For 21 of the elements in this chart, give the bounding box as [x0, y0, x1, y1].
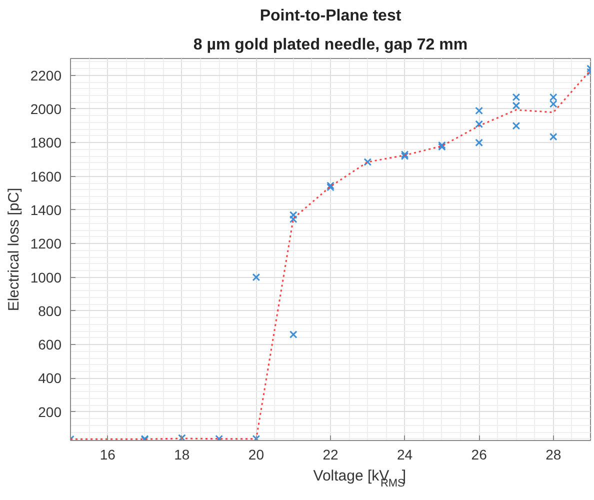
y-axis-title: Electrical loss [pC]	[5, 188, 22, 312]
x-tick-label: 26	[471, 446, 488, 462]
y-tick-label: 1800	[30, 134, 62, 151]
chart-subtitle: 8 µm gold plated needle, gap 72 mm	[193, 36, 468, 54]
y-tick-label: 1200	[30, 236, 62, 252]
y-tick-label: 600	[38, 336, 62, 353]
chart-title: Point-to-Plane test	[260, 8, 402, 24]
y-tick-label: 1600	[30, 168, 62, 184]
y-tick-label: 800	[38, 302, 62, 319]
x-tick-label: 20	[248, 446, 264, 462]
y-tick-label: 1400	[30, 202, 62, 218]
x-tick-label: 18	[174, 446, 190, 462]
x-tick-label: 22	[322, 446, 338, 462]
y-tick-label: 400	[38, 370, 62, 386]
x-tick-label: 16	[100, 446, 116, 462]
x-tick-label: 24	[397, 446, 413, 462]
x-tick-label: 28	[546, 446, 562, 462]
y-tick-label: 200	[38, 404, 62, 420]
y-tick-label: 2200	[30, 67, 62, 84]
y-tick-label: 1000	[30, 269, 62, 286]
y-tick-label: 2000	[30, 100, 62, 117]
